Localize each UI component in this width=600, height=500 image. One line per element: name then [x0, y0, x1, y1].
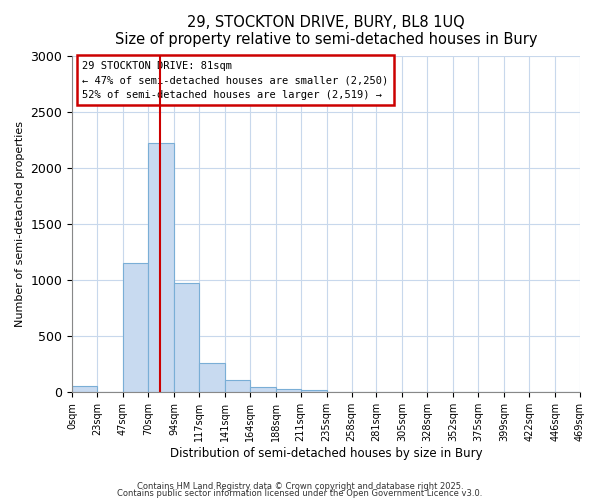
Text: Contains public sector information licensed under the Open Government Licence v3: Contains public sector information licen…	[118, 489, 482, 498]
Bar	[123, 263, 148, 392]
Bar	[72, 386, 97, 392]
Title: 29, STOCKTON DRIVE, BURY, BL8 1UQ
Size of property relative to semi-detached hou: 29, STOCKTON DRIVE, BURY, BL8 1UQ Size o…	[115, 15, 538, 48]
Bar	[148, 142, 174, 392]
Bar	[174, 283, 199, 393]
Text: 29 STOCKTON DRIVE: 81sqm
← 47% of semi-detached houses are smaller (2,250)
52% o: 29 STOCKTON DRIVE: 81sqm ← 47% of semi-d…	[82, 60, 389, 100]
X-axis label: Distribution of semi-detached houses by size in Bury: Distribution of semi-detached houses by …	[170, 447, 482, 460]
Text: Contains HM Land Registry data © Crown copyright and database right 2025.: Contains HM Land Registry data © Crown c…	[137, 482, 463, 491]
Bar	[276, 389, 301, 392]
Y-axis label: Number of semi-detached properties: Number of semi-detached properties	[15, 121, 25, 327]
Bar	[301, 390, 326, 392]
Bar	[199, 362, 225, 392]
Bar	[225, 380, 250, 392]
Bar	[250, 386, 276, 392]
